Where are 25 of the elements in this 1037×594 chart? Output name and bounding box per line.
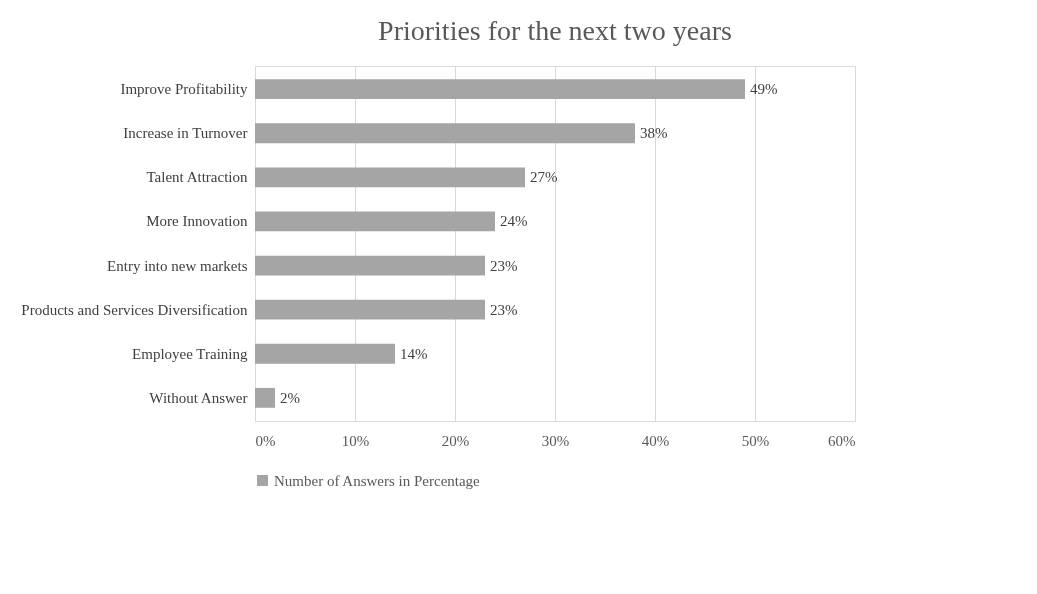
y-tick-label: Products and Services Diversification [21,301,248,318]
data-label: 14% [400,345,428,362]
data-label: 38% [640,125,668,142]
data-label: 2% [280,389,300,406]
chart-title: Priorities for the next two years [378,15,732,46]
y-tick-label: Improve Profitability [120,81,248,98]
data-label: 27% [530,169,558,186]
data-label: 24% [500,213,528,230]
x-tick-label: 30% [541,432,570,449]
x-tick-label: 20% [441,432,470,449]
data-label: 23% [490,257,518,274]
y-tick-label: Entry into new markets [107,257,248,274]
x-tick-label: 60% [828,432,856,449]
x-tick-label: 0% [255,432,276,449]
y-tick-label: Without Answer [149,389,248,406]
y-tick-label: More Innovation [146,213,248,230]
data-label: 23% [490,301,518,318]
legend-label: Number of Answers in Percentage [274,472,481,489]
y-tick-label: Employee Training [132,345,248,362]
y-tick-label: Increase in Turnover [123,125,248,142]
data-label: 49% [750,81,778,98]
x-tick-label: 10% [341,432,370,449]
x-tick-label: 40% [641,432,670,449]
y-tick-label: Talent Attraction [146,169,248,186]
x-tick-label: 50% [741,432,770,449]
